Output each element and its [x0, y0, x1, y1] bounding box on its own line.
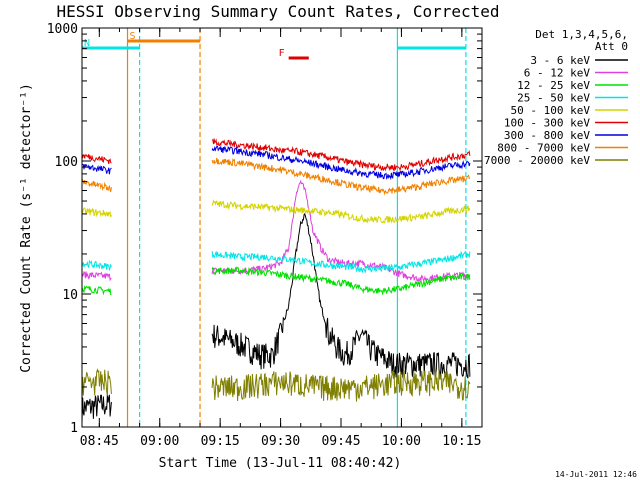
series-line — [211, 266, 471, 295]
series-line — [81, 153, 112, 164]
x-tick-label: 08:45 — [80, 434, 119, 449]
series-line — [211, 199, 471, 224]
plot-area: S N F 1 10 100 1000 08:45 09:00 09:15 09:30 09:45 10… — [47, 22, 483, 449]
x-tick-label: 09:00 — [140, 434, 179, 449]
y-tick-label: 1000 — [47, 22, 78, 37]
flag-label: F — [279, 48, 285, 59]
legend-item-label: 50 - 100 keV — [511, 104, 591, 117]
series-line — [211, 138, 471, 172]
legend-header-line-1: Det 1,3,4,5,6, — [535, 28, 628, 41]
x-tick-label: 10:15 — [442, 434, 481, 449]
series-line — [81, 284, 112, 296]
legend-item-label: 12 - 25 keV — [517, 79, 590, 92]
series-line — [211, 157, 471, 196]
series-line — [81, 207, 112, 218]
legend-item-label: 3 - 6 keV — [530, 54, 590, 67]
series-line — [211, 145, 471, 181]
series-line — [81, 270, 112, 282]
series-line — [81, 393, 112, 423]
flag-label: S — [130, 31, 136, 42]
series-line — [211, 212, 471, 379]
flag-label: N — [84, 38, 90, 49]
chart-title: HESSI Observing Summary Count Rates, Cor… — [56, 2, 499, 21]
y-tick-label: 100 — [55, 155, 78, 170]
x-tick-label: 10:00 — [382, 434, 421, 449]
series-line — [81, 178, 112, 192]
legend-item-label: 7000 - 20000 keV — [484, 154, 590, 167]
x-tick-label: 09:45 — [321, 434, 360, 449]
legend-item-label: 100 - 300 keV — [504, 117, 590, 130]
legend-header-line-2: Att 0 — [595, 40, 628, 53]
x-axis-label: Start Time (13-Jul-11 08:40:42) — [159, 456, 402, 471]
legend-item-label: 300 - 800 keV — [504, 129, 590, 142]
x-tick-label: 09:15 — [201, 434, 240, 449]
legend-item-label: 25 - 50 keV — [517, 92, 590, 105]
y-tick-label: 10 — [62, 288, 78, 303]
x-tick-label: 09:30 — [261, 434, 300, 449]
series-line — [81, 163, 112, 175]
y-tick-label: 1 — [70, 421, 78, 436]
series-line — [81, 368, 112, 396]
series-line — [211, 369, 471, 402]
series-line — [81, 259, 112, 271]
series-line — [211, 250, 471, 274]
legend-item-label: 6 - 12 keV — [524, 67, 591, 80]
plot-frame — [81, 27, 483, 428]
footer-date: 14-Jul-2011 12:46 — [555, 470, 637, 479]
legend-item-label: 800 - 7000 keV — [497, 142, 590, 155]
y-axis-label: Corrected Count Rate (s⁻¹ detector⁻¹) — [19, 83, 34, 373]
